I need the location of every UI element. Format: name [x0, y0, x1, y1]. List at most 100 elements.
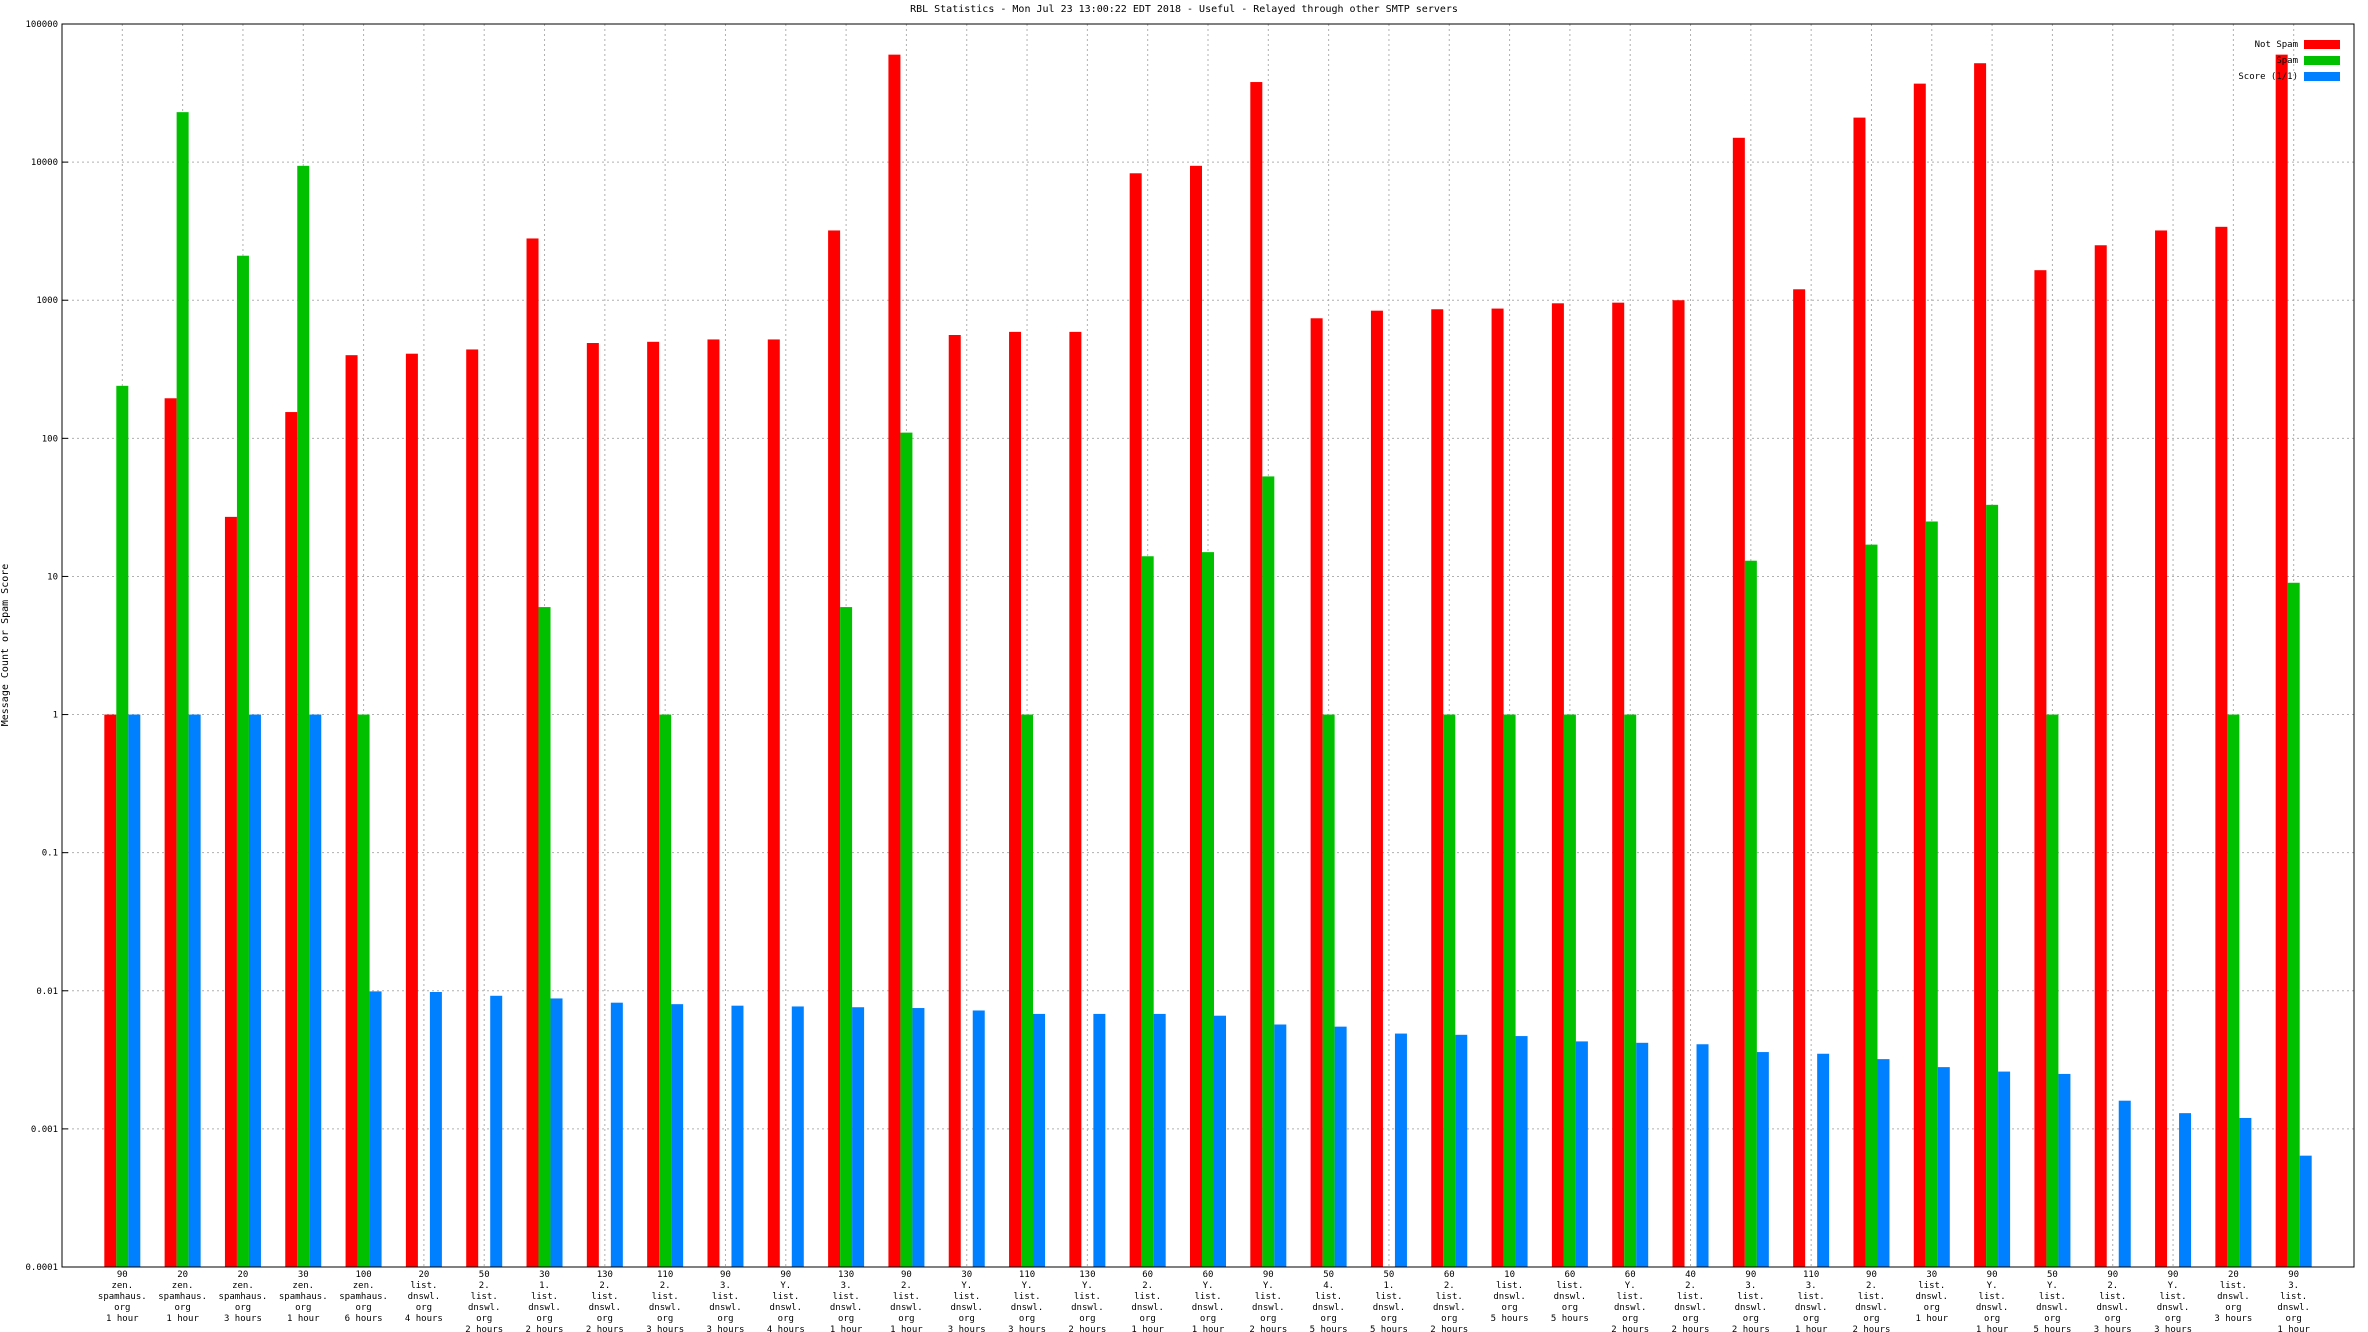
x-tick-label: 130 2. list. dnswl. org 2 hours [586, 1270, 624, 1332]
bar [948, 335, 961, 1267]
x-tick-label: 60 list. dnswl. org 5 hours [1551, 1270, 1589, 1324]
bar [1732, 137, 1745, 1267]
bar [1310, 318, 1323, 1267]
bar [1865, 544, 1878, 1267]
x-tick-label: 110 2. list. dnswl. org 3 hours [646, 1270, 684, 1332]
bar [972, 1010, 985, 1267]
y-tick-label: 0.1 [42, 849, 58, 859]
legend-swatch [2304, 72, 2340, 81]
bar [1093, 1013, 1106, 1267]
bar [1322, 714, 1335, 1267]
bar [104, 714, 117, 1267]
legend-label: Score (1/1) [2238, 72, 2298, 82]
x-tick-label: 90 3. list. dnswl. org 2 hours [1732, 1270, 1770, 1332]
bar [538, 607, 551, 1267]
bar [2094, 245, 2107, 1268]
y-tick-label: 0.0001 [25, 1263, 58, 1273]
x-tick-label: 90 2. list. dnswl. org 1 hour [890, 1270, 923, 1332]
bar [1455, 1034, 1468, 1267]
bar [357, 714, 370, 1267]
bar [164, 398, 177, 1267]
legend-swatch [2304, 56, 2340, 65]
x-tick-label: 110 3. list. dnswl. org 1 hour [1795, 1270, 1828, 1332]
bar [285, 412, 298, 1268]
bar [1274, 1024, 1287, 1267]
bar [888, 54, 901, 1268]
bar [1141, 556, 1154, 1267]
bar [405, 353, 418, 1268]
bar [1575, 1041, 1588, 1267]
chart-title: RBL Statistics - Mon Jul 23 13:00:22 EDT… [910, 4, 1458, 15]
x-tick-label: 40 2. list. dnswl. org 2 hours [1672, 1270, 1710, 1332]
y-tick-label: 0.01 [36, 987, 58, 997]
bar [586, 343, 599, 1267]
bar [429, 991, 442, 1267]
y-tick-label: 10 [47, 572, 58, 582]
bar [1262, 476, 1275, 1267]
x-tick-label: 130 Y. list. dnswl. org 2 hours [1068, 1270, 1106, 1332]
x-tick-label: 10 list. dnswl. org 5 hours [1491, 1270, 1529, 1324]
bar [671, 1004, 684, 1267]
bar [828, 230, 841, 1267]
bar [1696, 1044, 1709, 1267]
bar [791, 1006, 804, 1267]
x-tick-label: 90 2. list. dnswl. org 3 hours [2094, 1270, 2132, 1332]
bar [1394, 1033, 1407, 1267]
x-tick-label: 50 4. list. dnswl. org 5 hours [1310, 1270, 1348, 1332]
x-tick-label: 50 2. list. dnswl. org 2 hours [465, 1270, 503, 1332]
bar [900, 432, 913, 1267]
x-tick-label: 60 2. list. dnswl. org 1 hour [1131, 1270, 1164, 1332]
bar [1636, 1042, 1649, 1267]
bar [1033, 1013, 1046, 1267]
bar [369, 991, 382, 1267]
bar [1443, 714, 1456, 1267]
x-tick-label: 60 2. list. dnswl. org 2 hours [1430, 1270, 1468, 1332]
bar [1009, 331, 1022, 1267]
legend-swatch [2304, 40, 2340, 49]
bar [2179, 1113, 2192, 1267]
y-axis-label: Message Count or Spam Score [0, 564, 11, 727]
bar [659, 714, 672, 1267]
y-tick-label: 100 [42, 434, 58, 444]
x-tick-label: 30 list. dnswl. org 1 hour [1916, 1270, 1949, 1324]
bar [188, 714, 201, 1267]
bar [610, 1002, 623, 1267]
x-tick-label: 20 list. dnswl. org 3 hours [2214, 1270, 2252, 1324]
bar [1937, 1067, 1950, 1267]
bar [224, 516, 237, 1267]
bar [1853, 117, 1866, 1268]
bar [2118, 1100, 2131, 1267]
bar [116, 385, 129, 1268]
bar [840, 607, 853, 1267]
bar [2215, 226, 2228, 1267]
bar [852, 1007, 865, 1267]
x-tick-label: 20 zen. spamhaus. org 1 hour [158, 1270, 207, 1324]
bar [1624, 714, 1637, 1267]
bar [647, 341, 660, 1267]
x-tick-label: 30 1. list. dnswl. org 2 hours [526, 1270, 564, 1332]
legend-label: Not Spam [2255, 40, 2298, 50]
bar [1877, 1059, 1890, 1267]
bar [345, 355, 358, 1268]
x-tick-label: 20 zen. spamhaus. org 3 hours [219, 1270, 268, 1324]
bar [1744, 560, 1757, 1267]
bar [731, 1005, 744, 1267]
x-tick-label: 130 3. list. dnswl. org 1 hour [830, 1270, 863, 1332]
bar [1515, 1036, 1528, 1267]
x-tick-label: 90 Y. list. dnswl. org 1 hour [1976, 1270, 2009, 1332]
x-tick-label: 90 Y. list. dnswl. org 3 hours [2154, 1270, 2192, 1332]
bar [1370, 310, 1383, 1268]
bar [1491, 308, 1504, 1267]
bar [1986, 504, 1999, 1267]
bar [2287, 582, 2300, 1267]
x-tick-label: 100 zen. spamhaus. org 6 hours [339, 1270, 388, 1324]
bar [1250, 82, 1263, 1268]
bar [1563, 714, 1576, 1267]
bar [1672, 300, 1685, 1267]
x-tick-label: 90 Y. list. dnswl. org 4 hours [767, 1270, 805, 1332]
bar [1612, 302, 1625, 1267]
bar [1334, 1026, 1347, 1267]
bar [1153, 1013, 1166, 1267]
bar [767, 339, 780, 1267]
